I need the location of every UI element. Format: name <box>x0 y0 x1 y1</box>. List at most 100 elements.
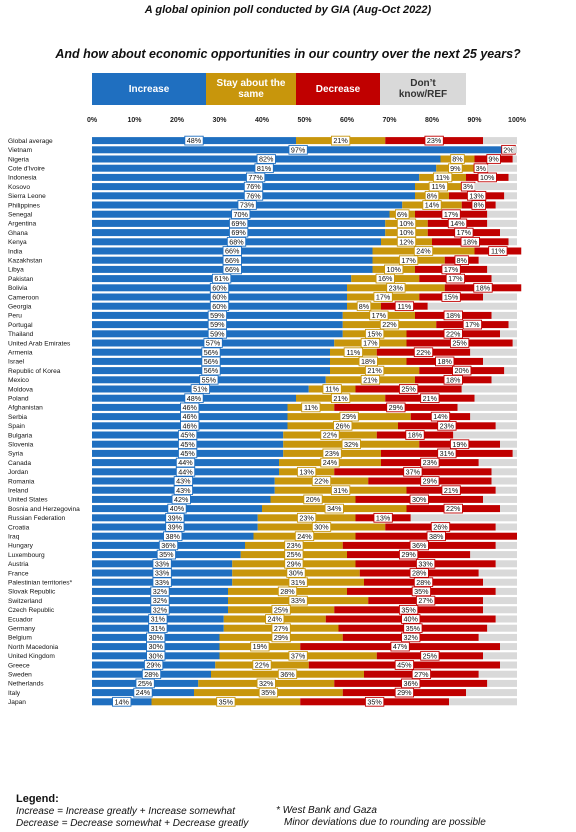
data-label: 66% <box>225 256 240 265</box>
bar-segment <box>495 560 517 568</box>
data-label-box <box>288 595 308 606</box>
row-label: France <box>8 570 29 577</box>
data-label: 44% <box>178 467 193 476</box>
data-label-box <box>216 696 236 707</box>
row-label: United Arab Emirates <box>8 340 71 347</box>
row-label: Syria <box>8 451 23 458</box>
bar-segment <box>487 679 517 687</box>
row-label: Japan <box>8 699 26 706</box>
data-label-box <box>301 402 321 413</box>
data-label: 28% <box>280 587 295 596</box>
data-label: 29% <box>342 412 357 421</box>
data-label: 2% <box>503 145 514 154</box>
row-label: India <box>8 248 23 255</box>
data-label: 32% <box>153 596 168 605</box>
data-label: 24% <box>416 247 431 256</box>
data-label: 69% <box>231 219 246 228</box>
data-label: 11% <box>325 385 339 394</box>
data-label: 8% <box>457 256 468 265</box>
data-label: 43% <box>176 477 191 486</box>
data-label: 33% <box>155 559 170 568</box>
data-label: 36% <box>161 541 176 550</box>
row-label: Jordan <box>8 469 28 476</box>
data-label: 57% <box>206 339 221 348</box>
data-label: 22% <box>323 431 338 440</box>
bar-segment <box>500 505 517 513</box>
data-label: 9% <box>450 164 461 173</box>
data-label: 3% <box>463 182 474 191</box>
data-label-box <box>398 549 419 560</box>
x-tick-label: 0% <box>87 117 98 124</box>
data-label-box <box>448 163 463 174</box>
data-label: 23% <box>389 283 404 292</box>
data-label-box <box>294 531 315 542</box>
footer-notes: * West Bank and Gaza Minor deviations du… <box>276 805 566 829</box>
data-label: 20% <box>455 366 470 375</box>
data-label-box <box>443 503 463 514</box>
row-label: Iraq <box>8 534 20 541</box>
data-label: 12% <box>399 237 414 246</box>
x-tick-label: 40% <box>255 117 270 124</box>
data-label: 36% <box>280 670 295 679</box>
bar-segment <box>478 459 517 467</box>
data-label-box <box>394 687 415 698</box>
data-label-box <box>277 586 298 597</box>
data-label-box <box>398 384 419 394</box>
data-label: 46% <box>183 421 198 430</box>
x-tick-label: 90% <box>467 117 482 124</box>
data-label: 70% <box>234 210 249 219</box>
data-label: 30% <box>412 495 427 504</box>
data-label: 23% <box>299 513 314 522</box>
bar-segment <box>491 275 517 283</box>
bar-segment <box>478 256 517 264</box>
data-label-box <box>112 696 132 707</box>
bar-segment <box>470 551 517 559</box>
bar-segment <box>495 422 517 430</box>
data-label: 23% <box>325 449 340 458</box>
data-label: 10% <box>480 173 495 182</box>
data-label: 29% <box>401 550 416 559</box>
row-label: Netherlands <box>8 681 44 688</box>
data-label-box <box>398 255 419 266</box>
data-label-box <box>435 356 455 367</box>
bar-segment <box>483 606 517 614</box>
bar-segment <box>487 624 517 632</box>
data-label: 21% <box>363 375 378 384</box>
data-label: 68% <box>229 237 244 246</box>
data-label: 23% <box>440 421 455 430</box>
data-label-box <box>369 310 389 321</box>
data-label: 14% <box>115 697 130 706</box>
data-label-box <box>445 273 466 284</box>
data-label: 11% <box>491 247 505 256</box>
row-label: Poland <box>8 396 29 403</box>
data-label-box <box>415 595 436 606</box>
data-label-box <box>288 650 308 661</box>
data-label: 30% <box>289 569 304 578</box>
data-label: 21% <box>367 366 382 375</box>
data-label-box <box>296 512 317 523</box>
data-label-box <box>405 430 425 440</box>
bar-segment <box>478 670 517 678</box>
data-label: 60% <box>212 293 227 302</box>
data-label: 22% <box>255 661 270 670</box>
data-label: 26% <box>336 421 351 430</box>
data-label: 77% <box>248 173 263 182</box>
data-label: 46% <box>183 403 198 412</box>
data-label: 27% <box>414 670 429 679</box>
row-label: Armenia <box>8 350 33 357</box>
data-label: 48% <box>187 394 202 403</box>
bar-segment <box>483 357 517 365</box>
decrease-definition: Decrease = Decrease somewhat + Decrease … <box>16 818 249 829</box>
bar-segment <box>500 229 517 237</box>
bar-segment <box>410 514 517 522</box>
bar-segment <box>461 385 517 393</box>
data-label: 18% <box>463 237 478 246</box>
data-label: 30% <box>149 633 164 642</box>
data-label: 45% <box>180 440 195 449</box>
data-label: 25% <box>401 385 416 394</box>
row-label: Cote d'Ivoire <box>8 166 45 173</box>
data-label: 17% <box>401 256 416 265</box>
data-label: 27% <box>274 624 289 633</box>
legend-stay-same: Stay about the same <box>206 73 296 105</box>
row-label: Bosnia and Herzegovina <box>8 506 80 513</box>
